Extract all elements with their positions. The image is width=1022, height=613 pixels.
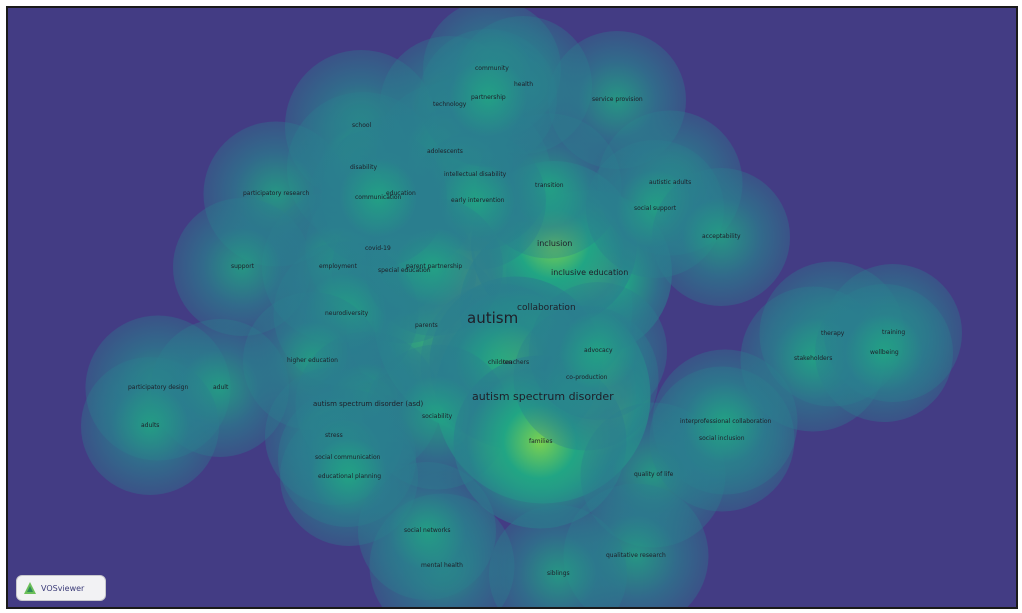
term-label[interactable]: sociability xyxy=(422,413,453,420)
term-label[interactable]: families xyxy=(529,438,553,445)
density-map[interactable]: autism autism spectrum disorder collaborat… xyxy=(6,6,1018,609)
term-label[interactable]: wellbeing xyxy=(870,349,899,356)
term-label[interactable]: special education xyxy=(378,267,431,274)
term-label[interactable]: community xyxy=(475,65,509,72)
term-label[interactable]: mental health xyxy=(421,562,463,569)
density-blob xyxy=(369,493,515,607)
term-label[interactable]: autistic adults xyxy=(649,179,692,186)
term-label[interactable]: participatory research xyxy=(243,190,310,197)
term-label[interactable]: training xyxy=(882,329,906,336)
term-label[interactable]: stress xyxy=(325,432,343,439)
term-label[interactable]: social communication xyxy=(315,454,381,461)
term-label[interactable]: disability xyxy=(350,164,377,171)
term-label[interactable]: acceptability xyxy=(702,233,741,240)
term-label[interactable]: education xyxy=(386,190,416,197)
term-label[interactable]: partnership xyxy=(471,94,506,101)
term-label[interactable]: adolescents xyxy=(427,148,463,155)
term-label[interactable]: inclusive education xyxy=(551,268,629,277)
vosviewer-logo-icon xyxy=(24,582,36,594)
term-label[interactable]: autism spectrum disorder (asd) xyxy=(313,400,424,408)
term-label[interactable]: parents xyxy=(415,322,438,329)
term-label[interactable]: covid-19 xyxy=(365,245,391,252)
term-label[interactable]: higher education xyxy=(287,357,338,364)
term-label[interactable]: support xyxy=(231,263,255,270)
term-label[interactable]: co-production xyxy=(566,374,608,381)
term-label[interactable]: inclusion xyxy=(537,239,573,248)
term-label[interactable]: employment xyxy=(319,263,357,270)
term-label[interactable]: adult xyxy=(213,384,229,391)
term-label[interactable]: adults xyxy=(141,422,160,429)
term-label[interactable]: health xyxy=(514,81,533,88)
term-label[interactable]: participatory design xyxy=(128,384,189,391)
term-label[interactable]: qualitative research xyxy=(606,552,666,559)
term-label[interactable]: intellectual disability xyxy=(444,171,507,178)
term-label[interactable]: quality of life xyxy=(634,471,674,478)
term-label[interactable]: interprofessional collaboration xyxy=(680,418,772,425)
term-label[interactable]: social inclusion xyxy=(699,435,745,442)
term-label[interactable]: educational planning xyxy=(318,473,382,480)
term-label[interactable]: school xyxy=(352,122,372,129)
term-label[interactable]: siblings xyxy=(547,570,570,577)
term-label[interactable]: autism xyxy=(467,309,519,327)
vosviewer-badge[interactable]: VOSviewer xyxy=(16,575,106,601)
term-label[interactable]: advocacy xyxy=(584,347,613,354)
term-label[interactable]: teachers xyxy=(503,359,530,366)
term-label[interactable]: autism spectrum disorder xyxy=(472,390,614,403)
term-label[interactable]: children xyxy=(488,359,513,366)
term-label[interactable]: transition xyxy=(535,182,564,189)
density-blob xyxy=(423,8,561,138)
term-label[interactable]: communication xyxy=(355,194,402,201)
term-label[interactable]: early intervention xyxy=(451,197,505,204)
term-label[interactable]: service provision xyxy=(592,96,643,103)
term-label[interactable]: social support xyxy=(634,205,677,212)
term-label[interactable]: social networks xyxy=(404,527,451,534)
density-blob xyxy=(563,483,709,607)
term-label[interactable]: neurodiversity xyxy=(325,310,369,317)
term-label[interactable]: collaboration xyxy=(517,303,576,313)
term-label[interactable]: technology xyxy=(433,101,467,108)
term-label[interactable]: therapy xyxy=(821,330,845,337)
term-label[interactable]: parent partnership xyxy=(406,263,463,270)
brand-label: VOSviewer xyxy=(41,583,85,593)
term-label[interactable]: stakeholders xyxy=(794,355,833,362)
